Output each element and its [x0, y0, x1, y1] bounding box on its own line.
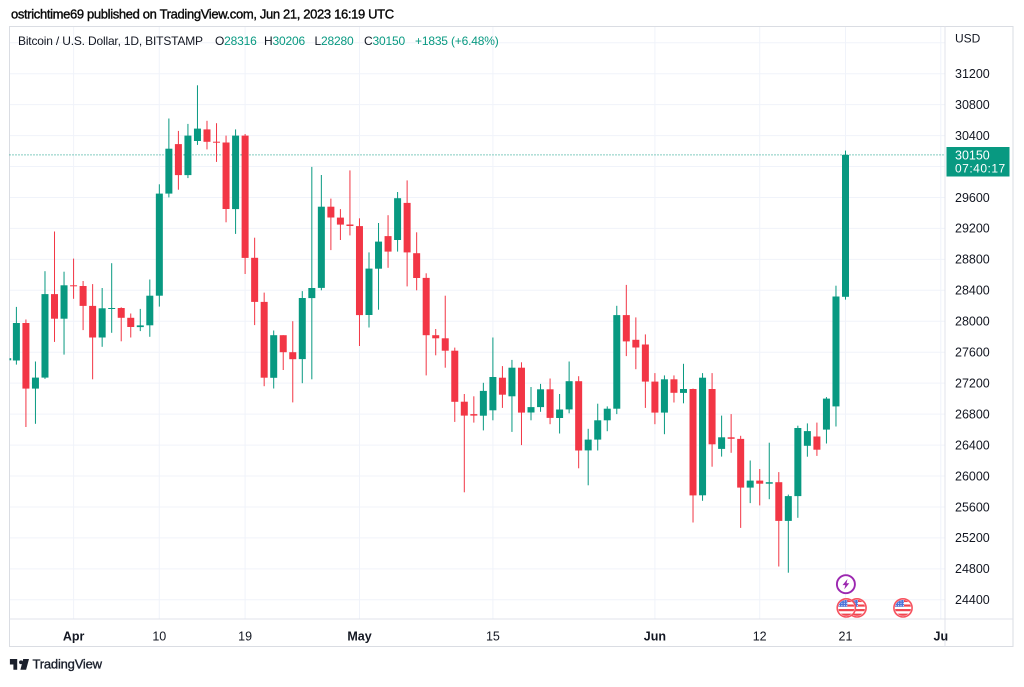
svg-text:29600: 29600: [955, 191, 990, 205]
svg-text:30150: 30150: [955, 149, 990, 163]
svg-text:27600: 27600: [955, 346, 990, 360]
svg-text:10: 10: [152, 629, 166, 643]
svg-text:28400: 28400: [955, 284, 990, 298]
svg-text:25600: 25600: [955, 500, 990, 514]
svg-text:12: 12: [753, 629, 767, 643]
svg-text:19: 19: [238, 629, 252, 643]
svg-text:TradingView: TradingView: [33, 657, 103, 672]
svg-text:26000: 26000: [955, 469, 990, 483]
svg-text:Bitcoin / U.S. Dollar, 1D, BIT: Bitcoin / U.S. Dollar, 1D, BITSTAMP O2831…: [18, 34, 499, 48]
svg-text:Apr: Apr: [63, 629, 85, 643]
svg-text:24800: 24800: [955, 562, 990, 576]
svg-text:ostrichtime69 published on Tra: ostrichtime69 published on TradingView.c…: [11, 6, 394, 21]
svg-text:07:40:17: 07:40:17: [955, 162, 1006, 176]
svg-text:29200: 29200: [955, 222, 990, 236]
svg-text:15: 15: [486, 629, 500, 643]
svg-text:28800: 28800: [955, 253, 990, 267]
svg-text:Jun: Jun: [644, 629, 666, 643]
svg-text:28000: 28000: [955, 315, 990, 329]
svg-text:26400: 26400: [955, 438, 990, 452]
svg-text:Ju: Ju: [934, 629, 949, 643]
svg-text:27200: 27200: [955, 376, 990, 390]
svg-text:31200: 31200: [955, 67, 990, 81]
svg-text:30400: 30400: [955, 129, 990, 143]
svg-text:May: May: [347, 629, 371, 643]
svg-text:USD: USD: [955, 32, 981, 46]
svg-text:24400: 24400: [955, 593, 990, 607]
svg-text:21: 21: [839, 629, 853, 643]
svg-text:26800: 26800: [955, 407, 990, 421]
svg-text:25200: 25200: [955, 531, 990, 545]
svg-text:30800: 30800: [955, 98, 990, 112]
